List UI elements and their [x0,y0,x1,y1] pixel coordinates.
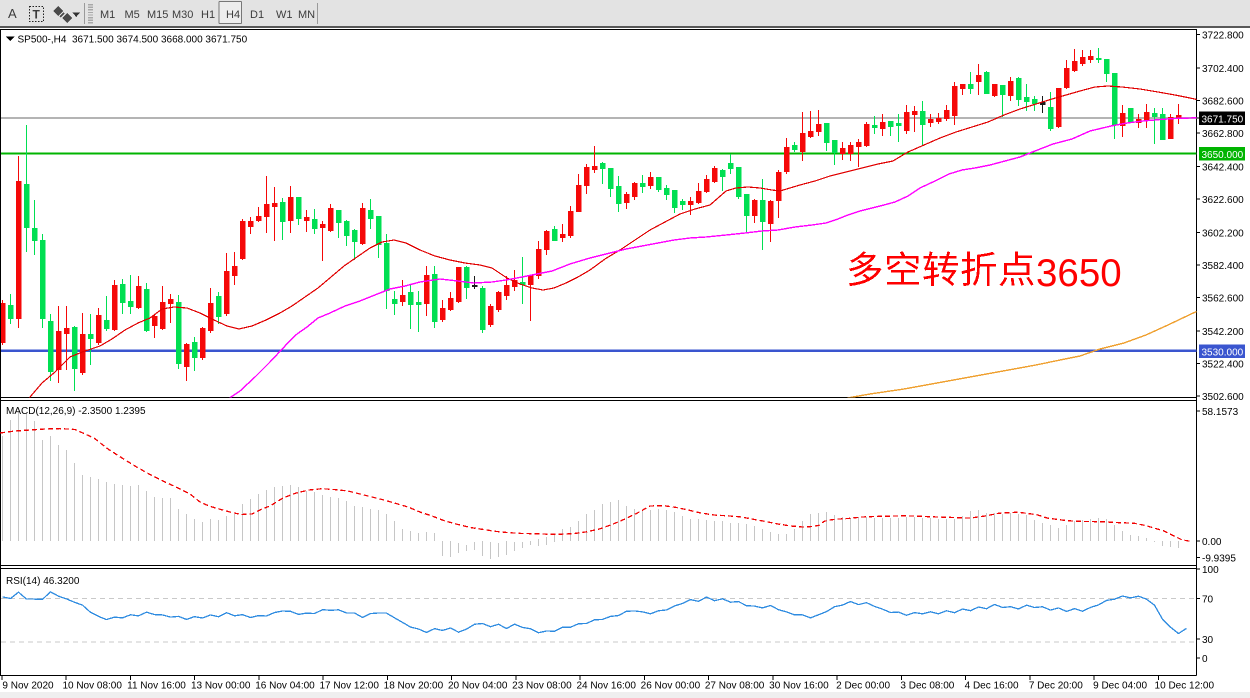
svg-text:M30: M30 [172,9,193,21]
svg-text:3522.400: 3522.400 [1202,360,1244,371]
svg-text:27 Nov 08:00: 27 Nov 08:00 [705,681,765,692]
svg-text:MACD(12,26,9) -2.3500 1.2395: MACD(12,26,9) -2.3500 1.2395 [6,406,146,417]
svg-text:18 Nov 20:00: 18 Nov 20:00 [384,681,444,692]
svg-text:2 Dec 00:00: 2 Dec 00:00 [836,681,890,692]
svg-text:3702.400: 3702.400 [1202,64,1244,75]
svg-text:7 Dec 20:00: 7 Dec 20:00 [1029,681,1083,692]
svg-text:23 Nov 08:00: 23 Nov 08:00 [512,681,572,692]
svg-text:16 Nov 04:00: 16 Nov 04:00 [255,681,315,692]
svg-text:0: 0 [1202,654,1208,665]
svg-text:M1: M1 [100,9,115,21]
svg-text:RSI(14) 46.3200: RSI(14) 46.3200 [6,576,80,587]
svg-text:30: 30 [1202,635,1214,646]
svg-text:9 Nov 2020: 9 Nov 2020 [2,681,54,692]
svg-text:3542.200: 3542.200 [1202,327,1244,338]
svg-text:T: T [33,8,41,22]
svg-text:M15: M15 [147,9,168,21]
svg-text:4 Dec 16:00: 4 Dec 16:00 [965,681,1019,692]
svg-text:3671.750: 3671.750 [1202,115,1244,126]
svg-text:-9.9395: -9.9395 [1202,554,1236,565]
svg-text:H4: H4 [226,9,240,21]
svg-text:9 Dec 04:00: 9 Dec 04:00 [1093,681,1147,692]
svg-text:17 Nov 12:00: 17 Nov 12:00 [319,681,379,692]
svg-text:D1: D1 [250,9,264,21]
svg-text:H1: H1 [201,9,215,21]
svg-text:100: 100 [1202,565,1219,576]
svg-text:3602.200: 3602.200 [1202,229,1244,240]
svg-text:3562.600: 3562.600 [1202,294,1244,305]
svg-text:10 Dec 12:00: 10 Dec 12:00 [1155,681,1215,692]
svg-text:30 Nov 16:00: 30 Nov 16:00 [769,681,829,692]
svg-text:W1: W1 [276,9,293,21]
svg-text:M5: M5 [125,9,140,21]
svg-text:20 Nov 04:00: 20 Nov 04:00 [448,681,508,692]
svg-text:3 Dec 08:00: 3 Dec 08:00 [900,681,954,692]
svg-text:0.00: 0.00 [1202,537,1222,548]
svg-text:3650.000: 3650.000 [1202,150,1244,161]
svg-text:10 Nov 08:00: 10 Nov 08:00 [62,681,122,692]
svg-text:26 Nov 00:00: 26 Nov 00:00 [641,681,701,692]
svg-text:3662.800: 3662.800 [1202,129,1244,140]
svg-text:3642.400: 3642.400 [1202,163,1244,174]
svg-text:70: 70 [1202,595,1214,606]
svg-text:MN: MN [298,9,315,21]
svg-text:3502.600: 3502.600 [1202,392,1244,403]
svg-text:11 Nov 16:00: 11 Nov 16:00 [127,681,186,692]
svg-text:3682.600: 3682.600 [1202,97,1244,108]
svg-text:13 Nov 00:00: 13 Nov 00:00 [191,681,251,692]
svg-text:3650: 3650 [1036,252,1122,295]
svg-text:A: A [8,6,17,21]
svg-text:3582.400: 3582.400 [1202,261,1244,272]
svg-text:SP500-,H4 3671.500 3674.500 3: SP500-,H4 3671.500 3674.500 3668.000 367… [18,35,248,46]
svg-text:3530.000: 3530.000 [1202,347,1244,358]
svg-text:24 Nov 16:00: 24 Nov 16:00 [576,681,636,692]
svg-text:3722.800: 3722.800 [1202,31,1244,42]
svg-text:3622.600: 3622.600 [1202,195,1244,206]
svg-text:58.1573: 58.1573 [1202,407,1239,418]
